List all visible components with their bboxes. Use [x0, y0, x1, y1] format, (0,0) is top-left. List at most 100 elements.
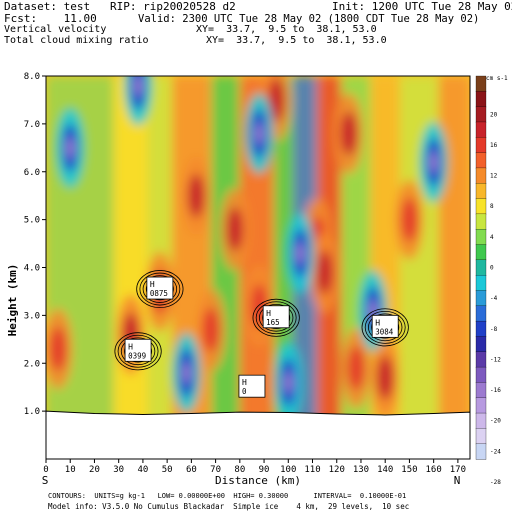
- cloud-max-value: 0399: [128, 351, 146, 360]
- colorbar-swatch: [475, 336, 487, 353]
- x-tick-label: 20: [89, 465, 100, 475]
- cloud-max-value: 0875: [150, 289, 168, 298]
- colorbar-tick-label: 4: [490, 234, 494, 241]
- colorbar-tick-label: 8: [490, 203, 494, 210]
- colorbar-swatch: [475, 382, 487, 399]
- y-tick-label: 4.0: [24, 264, 40, 274]
- colorbar-swatch: [475, 290, 487, 307]
- x-tick-label: 90: [259, 465, 270, 475]
- colorbar-swatch: [475, 121, 487, 138]
- x-tick-label: 150: [401, 465, 417, 475]
- dataset-label: Dataset: test RIP: rip20020528 d2: [4, 0, 236, 13]
- colorbar-swatch: [475, 305, 487, 322]
- x-tick-label: 50: [162, 465, 173, 475]
- x-tick-label: 170: [450, 465, 466, 475]
- y-tick-label: 1.0: [24, 407, 40, 417]
- cloud-contour: [117, 334, 159, 368]
- colorbar-swatch: [475, 244, 487, 261]
- colorbar-swatch: [475, 137, 487, 154]
- colorbar-tick-label: -8: [490, 326, 498, 333]
- colorbar-swatch: [475, 152, 487, 169]
- endpoint-right-label: N: [454, 474, 461, 487]
- valid-time-label: Valid: 2300 UTC Tue 28 May 02 (1800 CDT …: [138, 13, 480, 25]
- colorbar-tick-label: 20: [490, 111, 498, 118]
- cloud-contour: [120, 337, 156, 366]
- cloud-contour: [142, 275, 178, 303]
- model-info: Model info: V3.5.0 No Cumulus Blackadar …: [48, 502, 410, 511]
- colorbar-swatch: [475, 198, 487, 215]
- cloud-contour: [255, 301, 297, 335]
- colorbar-tick-label: -20: [490, 418, 501, 425]
- cloud-contour: [139, 272, 181, 306]
- y-tick-label: 7.0: [24, 120, 40, 130]
- cloud-max-label: H: [150, 280, 155, 289]
- x-tick-label: 110: [304, 465, 320, 475]
- cloud-contour: [114, 332, 162, 371]
- cloud-contour: [364, 310, 406, 344]
- cloud-max-value: 165: [266, 318, 280, 327]
- y-tick-label: 5.0: [24, 216, 40, 226]
- colorbar-swatch: [475, 366, 487, 384]
- colorbar-swatch: [475, 167, 487, 184]
- endpoint-left-label: S: [42, 474, 49, 487]
- colorbar-swatch: [475, 91, 487, 108]
- colorbar-swatch: [475, 443, 487, 460]
- x-tick-label: 120: [329, 465, 345, 475]
- cloud-contour: [368, 313, 403, 342]
- colorbar-tick-label: -12: [490, 356, 501, 363]
- y-tick-label: 2.0: [24, 359, 40, 369]
- colorbar-tick-label: 12: [490, 173, 498, 180]
- cloud-max-box: [371, 314, 399, 338]
- terrain-mask: [46, 410, 470, 459]
- colorbar-tick-label: -16: [490, 387, 501, 394]
- colorbar-swatch: [475, 229, 487, 246]
- colorbar-swatch: [475, 106, 487, 123]
- cloud-max-value: 3084: [375, 327, 394, 336]
- colorbar-tick-label: -24: [490, 448, 501, 455]
- colorbar-swatch: [475, 428, 487, 445]
- colorbar-swatch: [475, 183, 487, 200]
- x-tick-label: 160: [426, 465, 442, 475]
- field1-xsection: XY= 33.7, 9.5 to 38.1, 53.0: [196, 24, 377, 35]
- y-axis-title: Height (km): [6, 264, 19, 337]
- x-tick-label: 70: [210, 465, 221, 475]
- colorbar-tick-label: 0: [490, 265, 494, 272]
- x-tick-label: 80: [234, 465, 245, 475]
- x-tick-label: 0: [43, 465, 48, 475]
- colorbar-swatch: [475, 75, 487, 92]
- x-tick-label: 30: [113, 465, 124, 475]
- colorbar-swatch: [475, 397, 487, 414]
- init-time-label: Init: 1200 UTC Tue 28 May 02: [332, 0, 512, 13]
- colorbar-tick-label: 16: [490, 142, 498, 149]
- cloud-max-box: [262, 305, 290, 329]
- colorbar-swatch: [475, 259, 487, 276]
- x-tick-label: 10: [65, 465, 76, 475]
- x-axis-title: Distance (km): [215, 474, 301, 487]
- colorbar-swatch: [475, 320, 487, 338]
- colorbar-swatch: [475, 213, 487, 230]
- colorbar-tick-label: -4: [490, 295, 498, 302]
- field2-xsection: XY= 33.7, 9.5 to 38.1, 53.0: [206, 35, 387, 46]
- cloud-contour: [252, 298, 300, 337]
- contour-info: CONTOURS: UNITS=g kg-1 LOW= 0.00000E+00 …: [48, 492, 407, 500]
- colorbar-swatch: [475, 412, 487, 430]
- y-tick-label: 6.0: [24, 168, 40, 178]
- colorbar-swatch: [475, 275, 487, 292]
- cloud-max-label: H: [242, 378, 247, 387]
- cloud-max-box: [124, 338, 152, 362]
- cloud-max-value: 0: [242, 387, 247, 396]
- y-tick-label: 8.0: [24, 72, 40, 82]
- cloud-max-box: [238, 374, 266, 398]
- forecast-hour-label: Fcst: 11.00: [4, 12, 97, 25]
- colorbar-swatch: [475, 351, 487, 368]
- colorbar-unit: cm s-1: [486, 75, 508, 82]
- cloud-max-box: [146, 276, 174, 300]
- y-tick-label: 3.0: [24, 311, 40, 321]
- colorbar: 20 16 12 8 4 0 -4 -8 -12 -16 -20 -24 -28: [475, 75, 501, 486]
- x-tick-label: 60: [186, 465, 197, 475]
- cloud-contour: [361, 308, 409, 347]
- cloud-max-label: H: [128, 342, 133, 351]
- x-tick-label: 100: [280, 465, 296, 475]
- cloud-contour: [136, 270, 184, 309]
